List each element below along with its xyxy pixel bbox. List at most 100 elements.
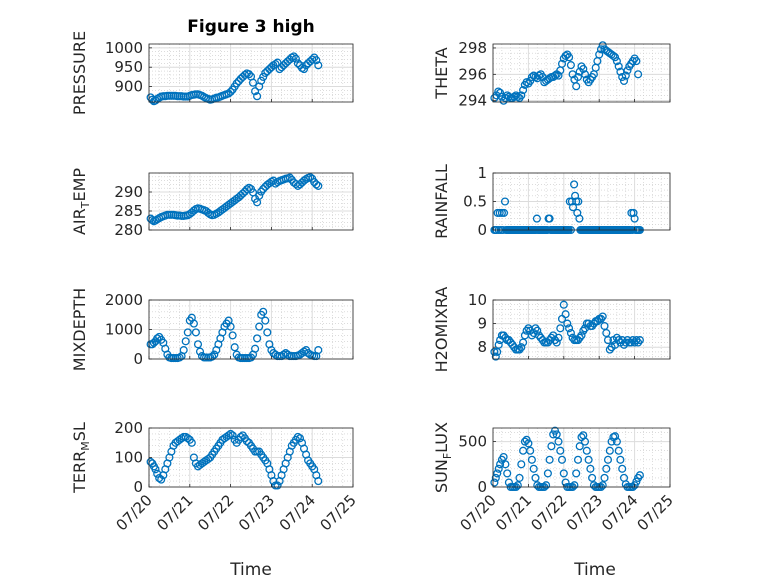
- data-point: [187, 438, 196, 447]
- data-point: [556, 446, 565, 455]
- y-tick-label: 0: [477, 221, 487, 239]
- data-point: [519, 338, 528, 347]
- data-point: [579, 64, 588, 74]
- y-tick-label: 950: [114, 58, 143, 76]
- data-point: [584, 455, 593, 464]
- data-point: [312, 56, 321, 65]
- data-point: [623, 66, 632, 75]
- data-point: [577, 331, 586, 340]
- data-point: [611, 432, 620, 441]
- data-series: [146, 429, 323, 490]
- y-axis-label: THETA: [432, 47, 451, 99]
- data-point: [228, 331, 237, 340]
- data-point: [582, 446, 591, 455]
- data-point: [314, 61, 323, 70]
- x-tick-label: 07/23: [563, 491, 606, 534]
- data-point: [251, 87, 260, 96]
- y-axis-label: AIRTEMP: [70, 168, 92, 235]
- data-point: [635, 336, 644, 345]
- data-point: [259, 72, 268, 81]
- data-point: [490, 478, 499, 487]
- data-point: [621, 71, 630, 80]
- data-point: [554, 71, 563, 80]
- x-axis-label-right: Time: [573, 560, 616, 580]
- data-point: [183, 328, 192, 337]
- data-point: [542, 481, 551, 490]
- data-point: [501, 460, 510, 469]
- data-point: [573, 72, 583, 82]
- data-point: [513, 481, 522, 490]
- y-tick-label: 0: [477, 478, 487, 496]
- figure-title: Figure 3 high: [187, 17, 315, 37]
- data-point: [526, 446, 535, 455]
- subplot-6: 8 9 10 H2OMIXRA: [432, 287, 671, 372]
- y-axis-label: TERRMSL: [70, 422, 92, 494]
- data-point: [263, 328, 272, 337]
- y-tick-label: 0: [133, 478, 143, 496]
- y-tick-label: 285: [114, 202, 143, 220]
- data-point: [517, 343, 526, 352]
- y-axis-label: SUNFLUX: [432, 422, 454, 493]
- data-point: [618, 464, 627, 473]
- data-point: [491, 352, 500, 361]
- data-point: [574, 197, 583, 206]
- data-point: [547, 442, 556, 451]
- data-point: [285, 173, 294, 182]
- data-point: [612, 57, 621, 66]
- y-tick-label: 200: [114, 419, 143, 437]
- y-tick-label: 0: [133, 350, 143, 368]
- data-point: [210, 350, 219, 359]
- data-point: [226, 429, 235, 438]
- data-point: [554, 437, 563, 446]
- data-point: [629, 208, 638, 217]
- data-point: [588, 473, 597, 482]
- data-point: [253, 92, 262, 101]
- data-point: [515, 345, 524, 354]
- y-tick-label: 294: [458, 92, 487, 110]
- y-tick-label: 1000: [105, 321, 143, 339]
- data-point: [293, 432, 302, 441]
- y-axis-label: PRESSURE: [70, 31, 89, 115]
- data-point: [605, 446, 614, 455]
- data-point: [522, 326, 531, 335]
- data-series: [146, 52, 323, 106]
- data-point: [515, 473, 524, 482]
- y-tick-label: 290: [114, 183, 143, 201]
- data-point: [314, 346, 323, 355]
- data-point: [494, 464, 503, 473]
- data-point: [612, 437, 621, 446]
- data-point: [580, 437, 590, 446]
- subplot-2: 294 296 298 THETA: [432, 39, 671, 110]
- data-point: [557, 59, 567, 68]
- data-point: [261, 316, 270, 325]
- data-point: [600, 473, 609, 482]
- data-point: [572, 82, 581, 91]
- data-point: [565, 53, 574, 62]
- data-point: [614, 62, 623, 71]
- data-point: [559, 469, 568, 478]
- data-point: [242, 185, 251, 194]
- x-tick-label: 07/24: [598, 491, 641, 534]
- data-point: [605, 345, 614, 354]
- data-point: [616, 455, 625, 464]
- data-point: [602, 464, 611, 473]
- data-point: [632, 57, 641, 66]
- y-tick-label: 100: [114, 449, 143, 467]
- subplot-4: 0 0.5 1 RAINFALL: [432, 164, 671, 239]
- data-point: [517, 91, 526, 100]
- data-point: [499, 452, 508, 462]
- data-series: [490, 41, 643, 105]
- subplot-7: 0 100 200 TERRMSL 07/2007/2107/2207/2307/240…: [70, 419, 360, 534]
- data-point: [595, 50, 604, 59]
- data-point: [614, 446, 623, 455]
- data-point: [175, 353, 184, 362]
- data-point: [224, 431, 233, 440]
- data-point: [529, 464, 538, 473]
- data-point: [499, 208, 509, 217]
- x-axis-label-left: Time: [229, 560, 272, 580]
- data-point: [561, 51, 570, 60]
- data-point: [496, 460, 505, 469]
- y-tick-label: 1000: [105, 39, 143, 57]
